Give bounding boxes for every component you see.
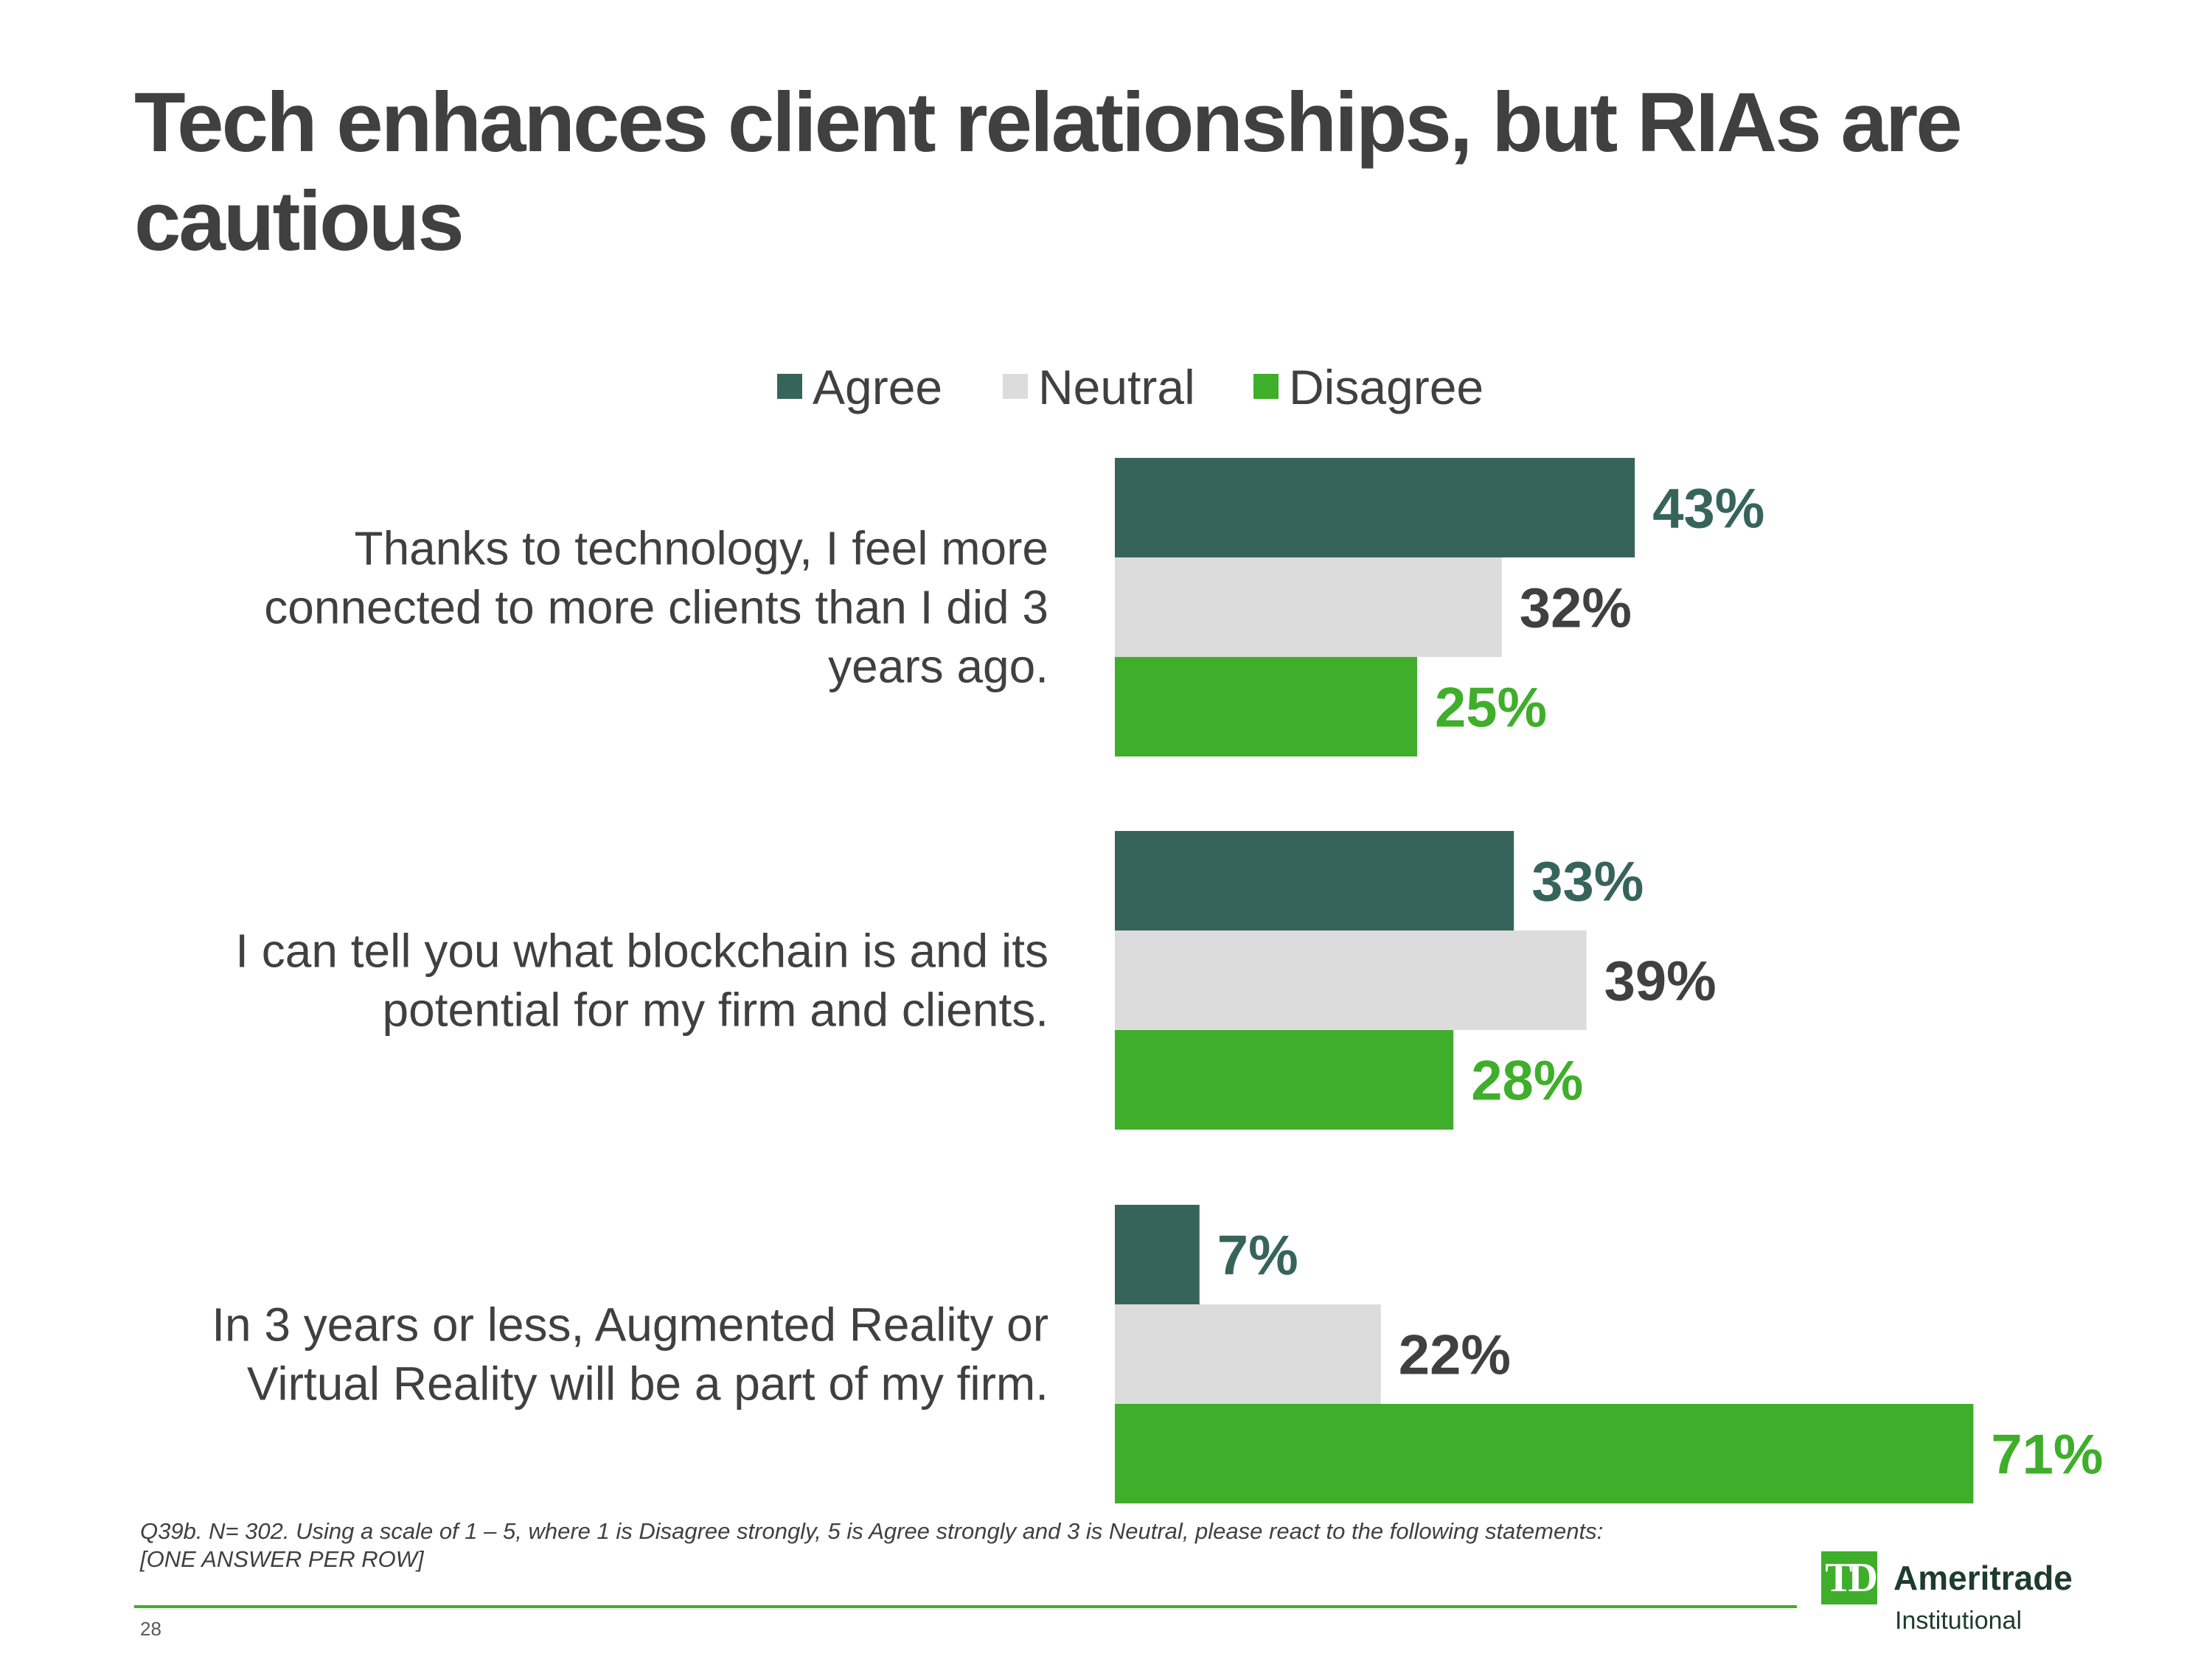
- td-logo-mark: TD: [1821, 1551, 1878, 1604]
- legend-label-disagree: Disagree: [1289, 360, 1484, 414]
- footer-divider: [134, 1605, 1797, 1608]
- category-label-line: I can tell you what blockchain is and it…: [235, 925, 1048, 978]
- category-label-line: Virtual Reality will be a part of my fir…: [247, 1357, 1048, 1411]
- logo-wordmark: Ameritrade: [1893, 1559, 2073, 1597]
- category-label-line: In 3 years or less, Augmented Reality or: [212, 1298, 1048, 1352]
- legend-swatch-disagree: [1253, 374, 1279, 399]
- td-ameritrade-logo: TD Ameritrade Institutional: [1821, 1551, 2101, 1640]
- value-labels: 43% 32% 25% 33% 39% 28% 7% 22% 71%: [1217, 478, 2104, 1486]
- legend-label-agree: Agree: [813, 360, 942, 414]
- category-label-line: connected to more clients than I did 3: [264, 581, 1048, 634]
- chart-bars: [1115, 458, 1974, 1503]
- category-label-line: potential for my firm and clients.: [383, 984, 1048, 1037]
- logo-subtext: Institutional: [1895, 1607, 2022, 1635]
- value-label-agree: 7%: [1217, 1225, 1298, 1287]
- bar-disagree: [1115, 657, 1417, 757]
- value-label-neutral: 22%: [1399, 1324, 1511, 1387]
- value-label-agree: 43%: [1652, 478, 1764, 540]
- slide-title: Tech enhances client relationships, but …: [134, 76, 1963, 268]
- value-label-neutral: 32%: [1520, 577, 1632, 640]
- value-label-disagree: 25%: [1435, 677, 1547, 740]
- bar-agree: [1115, 1205, 1200, 1304]
- page-number: 28: [140, 1618, 161, 1640]
- value-label-neutral: 39%: [1604, 950, 1717, 1013]
- legend-swatch-neutral: [1003, 374, 1028, 399]
- bar-disagree: [1115, 1030, 1454, 1130]
- bar-neutral: [1115, 557, 1502, 657]
- legend-swatch-agree: [777, 374, 802, 399]
- value-label-disagree: 71%: [1991, 1424, 2103, 1486]
- bar-agree: [1115, 831, 1514, 931]
- bar-neutral: [1115, 931, 1587, 1030]
- bar-agree: [1115, 458, 1635, 557]
- bar-neutral: [1115, 1304, 1381, 1404]
- value-label-agree: 33%: [1531, 851, 1644, 914]
- category-label-line: Thanks to technology, I feel more: [354, 522, 1048, 575]
- survey-footnote: Q39b. N= 302. Using a scale of 1 – 5, wh…: [140, 1518, 1604, 1572]
- category-labels: Thanks to technology, I feel more connect…: [212, 522, 1048, 1411]
- value-label-disagree: 28%: [1471, 1050, 1583, 1113]
- chart-legend: Agree Neutral Disagree: [777, 360, 1484, 414]
- legend-label-neutral: Neutral: [1038, 360, 1195, 414]
- bar-disagree: [1115, 1404, 1974, 1503]
- category-label-line: years ago.: [828, 640, 1048, 693]
